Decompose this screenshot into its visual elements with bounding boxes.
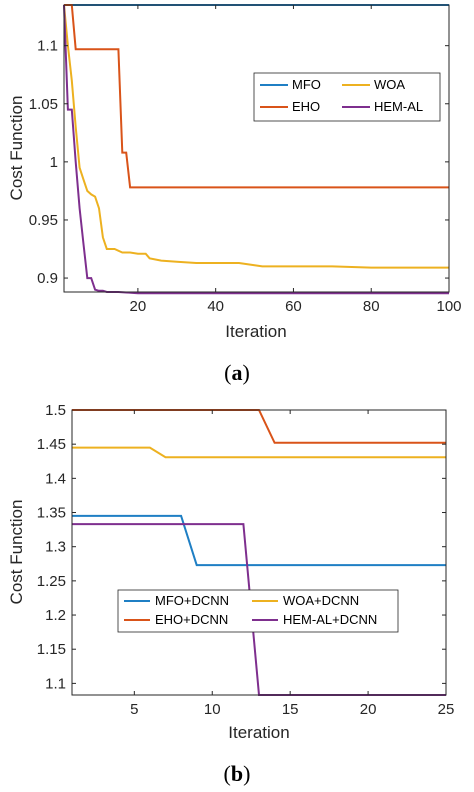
series-line-woa-dcnn [72, 446, 446, 459]
panel-label-b-close: ) [243, 761, 250, 786]
legend-a: MFO WOA EHO HEM-AL [253, 72, 441, 122]
plot-area-a [64, 5, 449, 292]
legend-box-a [253, 72, 441, 122]
y-tick-label: 1.1 [37, 38, 58, 55]
panel-label-b: (b) [224, 761, 251, 786]
y-axis-label-b: Cost Function [7, 500, 26, 605]
legend-label-mfo-dcnn: MFO+DCNN [155, 593, 229, 608]
y-ticks-a: 0.9 0.95 1 1.05 1.1 [29, 38, 449, 287]
y-tick-label: 1.45 [37, 436, 66, 453]
x-tick-label: 100 [436, 298, 461, 315]
panel-label-a-close: ) [243, 360, 250, 385]
legend-label-hem-al: HEM-AL [374, 99, 423, 114]
x-tick-label: 15 [282, 701, 299, 718]
x-tick-label: 10 [204, 701, 221, 718]
y-tick-label: 1.2 [45, 607, 66, 624]
legend-box-b [117, 589, 399, 633]
chart-b: 5 10 15 20 25 1.11.151.21.251.31.351.41.451.… [7, 402, 454, 786]
x-tick-label: 25 [438, 701, 455, 718]
axes-frame-a [63, 4, 450, 293]
x-axis-label-a: Iteration [225, 322, 286, 341]
series-line-mfo-dcnn [72, 514, 446, 567]
y-tick-label: 1 [50, 154, 58, 171]
x-ticks-a: 20 40 60 80 100 [130, 5, 462, 315]
x-axis-label-b: Iteration [228, 723, 289, 742]
y-axis-label-a: Cost Function [7, 96, 26, 201]
x-tick-label: 5 [130, 701, 138, 718]
x-tick-label: 60 [285, 298, 302, 315]
y-tick-label: 1.5 [45, 402, 66, 419]
plot-area-b [72, 410, 446, 695]
legend-label-woa: WOA [374, 77, 405, 92]
panel-label-b-open: ( [224, 761, 231, 786]
y-tick-label: 1.35 [37, 505, 66, 522]
x-tick-label: 40 [207, 298, 224, 315]
y-tick-label: 0.95 [29, 212, 58, 229]
x-tick-label: 20 [360, 701, 377, 718]
panel-label-a: (a) [224, 360, 250, 385]
y-tick-label: 1.1 [45, 675, 66, 692]
y-tick-label: 1.25 [37, 573, 66, 590]
panel-label-a-letter: a [232, 360, 243, 385]
legend-label-hem-al-dcnn: HEM-AL+DCNN [283, 612, 377, 627]
axes-frame-b [71, 409, 447, 696]
y-tick-label: 0.9 [37, 270, 58, 287]
x-ticks-b: 5 10 15 20 25 [130, 410, 454, 718]
panel-label-b-letter: b [231, 761, 243, 786]
legend-label-woa-dcnn: WOA+DCNN [283, 593, 359, 608]
legend-b: MFO+DCNN WOA+DCNN EHO+DCNN HEM-AL+DCNN [117, 589, 399, 633]
x-tick-label: 20 [130, 298, 147, 315]
legend-label-mfo: MFO [292, 77, 321, 92]
panel-label-a-open: ( [224, 360, 231, 385]
y-tick-label: 1.4 [45, 470, 66, 487]
series-line-woa [63, 4, 449, 269]
y-tick-label: 1.15 [37, 641, 66, 658]
legend-label-eho-dcnn: EHO+DCNN [155, 612, 228, 627]
x-tick-label: 80 [363, 298, 380, 315]
chart-a: 20 40 60 80 100 0.9 0.95 1 1.05 1.1 MFO WOA EHO … [7, 4, 462, 385]
y-tick-label: 1.05 [29, 96, 58, 113]
y-ticks-b: 1.1 1.15 1.2 1.25 1.3 1.35 1.4 1.45 1.5 [37, 402, 446, 692]
y-tick-label: 1.3 [45, 539, 66, 556]
legend-label-eho: EHO [292, 99, 320, 114]
